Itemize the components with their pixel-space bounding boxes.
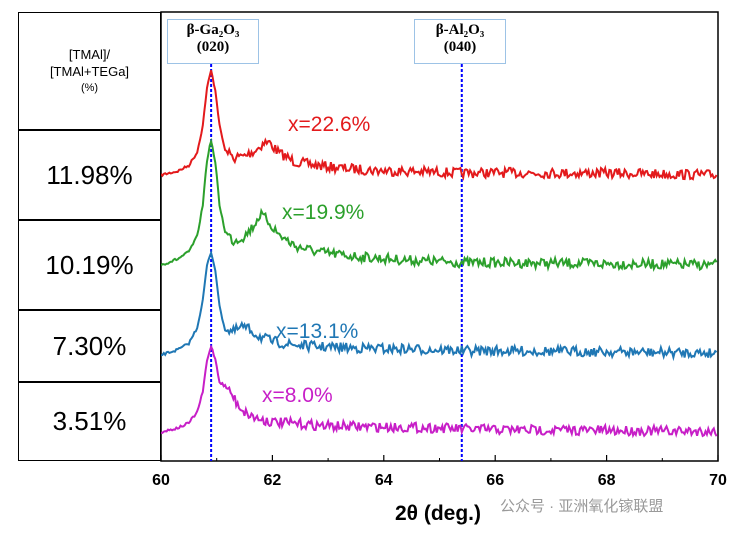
peak-label-name: β-Ga₂O₃ xyxy=(186,22,240,38)
series-line xyxy=(160,249,718,362)
table-header-line-2: [TMAl+TEGa] xyxy=(49,63,130,79)
table-header-line-1: [TMAl]/ xyxy=(68,46,111,62)
x-tick-label: 66 xyxy=(486,472,504,489)
watermark-text: 公众号 · 亚洲氧化镓联盟 xyxy=(500,498,664,515)
table-row: 10.19% xyxy=(19,221,160,311)
tmal-ratio-table: [TMAl]/ [TMAl+TEGa] (%) 11.98% 10.19% 7.… xyxy=(18,12,161,461)
peak-label-hkl: (040) xyxy=(443,39,477,55)
series-label: x=22.6% xyxy=(288,113,370,136)
table-row: 3.51% xyxy=(52,406,127,436)
x-tick-label: 64 xyxy=(375,472,393,489)
series-line xyxy=(160,344,718,439)
peak-label-ga2o3: β-Ga₂O₃ (020) xyxy=(167,19,259,64)
x-tick-label: 60 xyxy=(152,472,170,489)
series-line xyxy=(160,137,718,273)
x-tick-label: 68 xyxy=(598,472,616,489)
table-row: 7.30% xyxy=(19,311,160,383)
series-label: x=13.1% xyxy=(276,320,358,343)
peak-label-hkl: (020) xyxy=(196,39,230,55)
x-tick-label: 62 xyxy=(264,472,282,489)
series-label: x=8.0% xyxy=(262,384,333,407)
table-row: 11.98% xyxy=(19,131,160,221)
series-label: x=19.9% xyxy=(282,201,364,224)
x-axis-title: 2θ (deg.) xyxy=(395,502,481,525)
peak-label-name: β-Al₂O₃ xyxy=(435,22,485,38)
table-header-line-3: (%) xyxy=(80,81,99,94)
x-tick-label: 70 xyxy=(709,472,727,489)
table-header: [TMAl]/ [TMAl+TEGa] (%) xyxy=(19,13,160,131)
series-line xyxy=(160,70,718,181)
peak-label-al2o3: β-Al₂O₃ (040) xyxy=(414,19,506,64)
